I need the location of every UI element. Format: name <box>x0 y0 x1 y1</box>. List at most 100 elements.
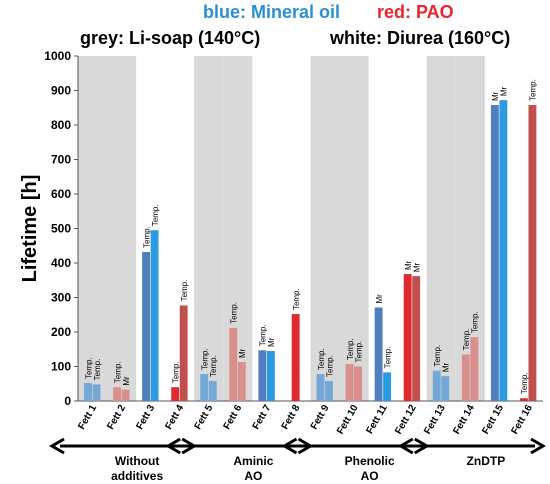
bar-label: Temp. <box>84 357 93 379</box>
thickener-band <box>78 56 108 401</box>
bar <box>179 305 188 401</box>
group-label: Without <box>115 454 160 468</box>
bar <box>470 337 479 401</box>
bar <box>84 383 92 401</box>
y-tick-label: 1000 <box>44 49 71 63</box>
bar <box>121 389 130 401</box>
group-label: ZnDTP <box>467 454 506 468</box>
group-arrow-head-left <box>397 437 414 455</box>
thickener-band <box>310 56 340 401</box>
bar-label: Temp. <box>113 361 122 383</box>
legend-red-text: red: PAO <box>377 2 454 22</box>
bar-label: Temp. <box>151 204 160 226</box>
bar <box>412 276 421 401</box>
x-tick-label: Fett 7 <box>251 403 274 432</box>
x-tick-label: Fett 9 <box>309 403 332 432</box>
bar <box>374 307 383 401</box>
bar <box>345 364 354 401</box>
bar-label: Temp. <box>325 355 334 377</box>
x-tick-label: Fett 16 <box>509 403 535 437</box>
y-tick-label: 500 <box>51 222 71 236</box>
thickener-band <box>223 56 253 401</box>
bar-label: Mr <box>442 362 451 372</box>
group-label: Aminic <box>233 454 273 468</box>
bar-label: Mr <box>238 348 247 358</box>
bar-label: Temp. <box>93 359 102 381</box>
bar <box>490 104 499 402</box>
x-tick-label: Fett 2 <box>105 403 128 432</box>
bar-label: Mr <box>404 260 413 270</box>
bar-label: Mr <box>491 91 500 101</box>
y-axis-title: Lifetime [h] <box>19 175 41 283</box>
bar-label: Mr <box>412 262 421 272</box>
bar <box>171 387 180 401</box>
bar <box>403 274 412 401</box>
bar <box>316 374 325 401</box>
group-label: Phenolic <box>345 454 395 468</box>
y-tick-label: 300 <box>51 291 71 305</box>
bar-label: Mr <box>122 376 131 386</box>
bar-label: Temp. <box>471 311 480 333</box>
bar-label: Temp. <box>230 302 239 324</box>
bar-label: Temp. <box>201 348 210 370</box>
bar <box>200 374 209 401</box>
bar-label: Temp. <box>433 345 442 367</box>
bar-label: Temp. <box>529 79 538 101</box>
bar-label: Mr <box>500 86 509 96</box>
x-tick-label: Fett 8 <box>280 403 303 432</box>
bar-label: Temp. <box>354 341 363 363</box>
x-tick-label: Fett 1 <box>76 403 99 432</box>
bar <box>291 314 300 401</box>
bar-label: Temp. <box>180 280 189 302</box>
bar-label: Temp. <box>346 338 355 360</box>
bar <box>237 362 246 401</box>
x-tick-label: Fett 15 <box>480 403 506 437</box>
bar <box>142 251 151 401</box>
group-label: additives <box>111 469 163 483</box>
y-tick-label: 800 <box>51 118 71 132</box>
bar-label: Temp. <box>317 348 326 370</box>
x-tick-label: Fett 13 <box>422 403 448 437</box>
y-tick-label: 200 <box>51 325 71 339</box>
x-tick-label: Fett 4 <box>163 403 186 432</box>
bar <box>383 372 392 401</box>
x-tick-label: Fett 11 <box>364 403 390 436</box>
bar-label: Temp. <box>259 324 268 346</box>
group-arrow-head-left <box>281 437 298 455</box>
x-tick-label: Fett 12 <box>393 403 419 437</box>
x-tick-label: Fett 10 <box>335 403 361 437</box>
bar <box>258 350 267 401</box>
bar <box>229 327 238 401</box>
bar <box>325 380 333 401</box>
bar <box>432 370 441 401</box>
y-tick-label: 900 <box>51 84 71 98</box>
bar <box>266 350 275 401</box>
group-arrow-head-left <box>49 437 65 455</box>
thickener-band <box>339 56 369 401</box>
bar <box>150 230 159 401</box>
x-tick-label: Fett 3 <box>134 403 157 432</box>
bar-label: Temp. <box>462 329 471 351</box>
bar <box>441 376 450 401</box>
x-tick-label: Fett 5 <box>193 403 216 432</box>
bar-label: Mr <box>375 294 384 304</box>
bar <box>528 104 537 402</box>
x-tick-label: Fett 14 <box>451 403 477 437</box>
x-tick-label: Fett 6 <box>222 403 245 432</box>
bar <box>113 387 121 401</box>
bar <box>354 366 362 401</box>
bar-label: Temp. <box>520 372 529 394</box>
y-tick-label: 400 <box>51 256 71 270</box>
y-tick-label: 700 <box>51 153 71 167</box>
bar-label: Temp. <box>383 347 392 369</box>
legend-blue-text: blue: Mineral oil <box>203 2 341 22</box>
bar-label: Temp. <box>142 226 151 248</box>
bar <box>92 384 101 401</box>
y-tick-label: 0 <box>64 394 71 408</box>
group-arrow-head-right <box>530 437 546 455</box>
thickener-band <box>107 56 137 401</box>
y-tick-label: 600 <box>51 187 71 201</box>
legend-white-text: white: Diurea (160°C) <box>330 28 511 48</box>
